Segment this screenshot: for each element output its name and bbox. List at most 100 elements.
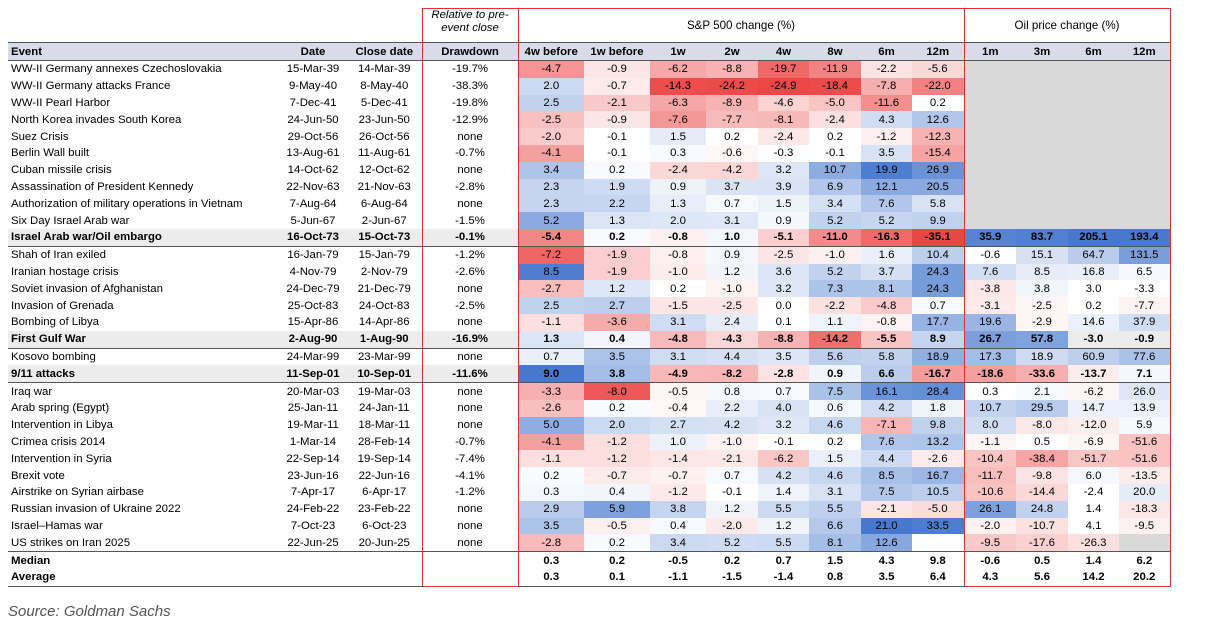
oil-change-cell: -6.9 <box>1068 433 1119 451</box>
sp500-change-cell: -5.5 <box>861 330 912 349</box>
oil-no-data-cell <box>1016 144 1068 162</box>
event-name: Assassination of President Kennedy <box>11 180 194 193</box>
sp500-change-cell: 1.5 <box>758 195 809 213</box>
sp500-change-cell: 1.5 <box>650 128 706 145</box>
header-spacer <box>8 9 279 43</box>
table-row: Russian invasion of Ukraine 2022 24-Feb-2… <box>8 500 1171 518</box>
sp500-change-cell: -3.6 <box>584 313 650 331</box>
drawdown: none <box>421 399 519 417</box>
sp500-change-cell: 1.3 <box>584 212 650 229</box>
sp500-change-cell: 10.7 <box>809 161 861 179</box>
event-date: 9-May-40 <box>288 80 338 93</box>
sp500-change-cell: 0.4 <box>584 483 650 501</box>
close-date: 14-Mar-39 <box>357 63 411 76</box>
event-name: Berlin Wall built <box>11 147 90 160</box>
sp500-change-cell: 9.8 <box>912 416 964 434</box>
sp500-change-cell: 0.4 <box>584 330 650 349</box>
oil-change-cell: 19.6 <box>963 313 1016 331</box>
sp500-change-cell: -15.4 <box>912 144 964 162</box>
sp500-change-cell: 3.4 <box>518 161 584 179</box>
close-date: 19-Sep-14 <box>357 452 411 465</box>
sp500-change-cell: -0.5 <box>650 382 706 400</box>
sp500-change-cell: 5.5 <box>758 500 809 518</box>
table-row: Iraq war 20-Mar-03 19-Mar-03 none -3.3 -8.0 -0… <box>8 382 1171 400</box>
sp500-change-cell: 0.9 <box>758 212 809 229</box>
sp500-change-cell: 5.8 <box>912 195 964 213</box>
drawdown: -2.6% <box>421 263 519 281</box>
header-sp500-group: S&P 500 change (%) <box>518 8 964 43</box>
sp500-change-cell: -19.7 <box>758 60 809 78</box>
sp500-change-cell: 8.5 <box>861 467 912 484</box>
drawdown: -2.8% <box>421 178 519 196</box>
table-row: Kosovo bombing 24-Mar-99 23-Mar-99 none 0.7 3… <box>8 348 1171 366</box>
sp500-change-cell: -2.2 <box>809 297 861 314</box>
sp500-change-cell: 3.1 <box>650 313 706 331</box>
sp500-change-cell: -1.2 <box>584 433 650 451</box>
sp500-change-cell: -35.1 <box>912 228 964 247</box>
oil-no-data-cell <box>1119 77 1171 95</box>
sp500-change-cell: 26.9 <box>912 161 964 179</box>
event-date: 5-Jun-67 <box>290 214 336 227</box>
oil-change-cell: 77.6 <box>1119 348 1171 366</box>
sp500-change-cell: 3.2 <box>758 161 809 179</box>
oil-no-data-cell <box>963 161 1016 179</box>
summary-sp500-cell: 6.4 <box>912 568 964 587</box>
sp500-change-cell: 5.6 <box>809 348 861 366</box>
sp500-change-cell: 0.2 <box>584 534 650 552</box>
sp500-change-cell: 0.7 <box>706 467 758 484</box>
oil-change-cell: 6.5 <box>1119 263 1171 281</box>
event-name: Six Day Israel Arab war <box>11 214 130 227</box>
column-header: 12m <box>1119 42 1171 61</box>
sp500-change-cell: -0.1 <box>584 144 650 162</box>
oil-change-cell: 7.6 <box>963 263 1016 281</box>
summary-sp500-cell: 0.7 <box>758 551 809 569</box>
drawdown: -0.7% <box>421 144 519 162</box>
drawdown: -38.3% <box>421 77 519 95</box>
close-date: 2-Jun-67 <box>361 214 407 227</box>
sp500-change-cell: 1.0 <box>706 228 758 247</box>
sp500-change-cell: 8.9 <box>912 330 964 349</box>
drawdown: -1.2% <box>421 483 519 501</box>
sp500-change-cell: -0.6 <box>706 144 758 162</box>
summary-sp500-cell: -0.5 <box>650 551 706 569</box>
event-name: Arab spring (Egypt) <box>11 402 110 415</box>
sp500-change-cell: 2.7 <box>650 416 706 434</box>
oil-change-cell: -9.5 <box>1119 517 1171 535</box>
column-header: 1w before <box>584 42 650 61</box>
event-date: 7-Dec-41 <box>289 96 337 109</box>
oil-change-cell: -10.6 <box>963 483 1016 501</box>
event-name: Bombing of Libya <box>11 316 100 329</box>
event-name: Suez Crisis <box>11 130 69 143</box>
event-name: Iraq war <box>11 385 53 398</box>
oil-no-data-cell <box>963 60 1016 78</box>
sp500-change-cell: 5.2 <box>861 212 912 229</box>
sp500-change-cell: 0.1 <box>758 313 809 331</box>
oil-change-cell: -12.0 <box>1068 416 1119 434</box>
oil-no-data-cell <box>1016 128 1068 145</box>
drawdown: -2.5% <box>421 297 519 314</box>
summary-sp500-cell: 0.8 <box>809 568 861 587</box>
sp500-change-cell: 3.9 <box>758 178 809 196</box>
close-date: 23-Jun-50 <box>358 113 410 126</box>
sp500-change-cell: -14.3 <box>650 77 706 95</box>
sp500-change-cell: -4.7 <box>518 60 584 78</box>
sp500-change-cell: -2.1 <box>861 500 912 518</box>
oil-change-cell: -3.3 <box>1119 280 1171 298</box>
sp500-change-cell: 28.4 <box>912 382 964 400</box>
oil-change-cell: -3.1 <box>963 297 1016 314</box>
table-row: Airstrike on Syrian airbase 7-Apr-17 6-Apr… <box>8 483 1171 501</box>
sp500-change-cell: 1.2 <box>584 280 650 298</box>
sp500-change-cell: 0.3 <box>518 483 584 501</box>
sp500-change-cell: -0.1 <box>758 433 809 451</box>
sp500-change-cell: -1.2 <box>584 450 650 468</box>
sp500-change-cell: -5.6 <box>912 60 964 78</box>
oil-no-data-cell <box>1119 60 1171 78</box>
sp500-change-cell: 10.5 <box>912 483 964 501</box>
sp500-change-cell: -11.6 <box>861 94 912 112</box>
drawdown: none <box>421 128 519 145</box>
summary-sp500-cell: -1.1 <box>650 568 706 587</box>
sp500-change-cell: 0.6 <box>809 399 861 417</box>
oil-change-cell: 83.7 <box>1016 228 1068 247</box>
event-name: Kosovo bombing <box>11 350 96 363</box>
